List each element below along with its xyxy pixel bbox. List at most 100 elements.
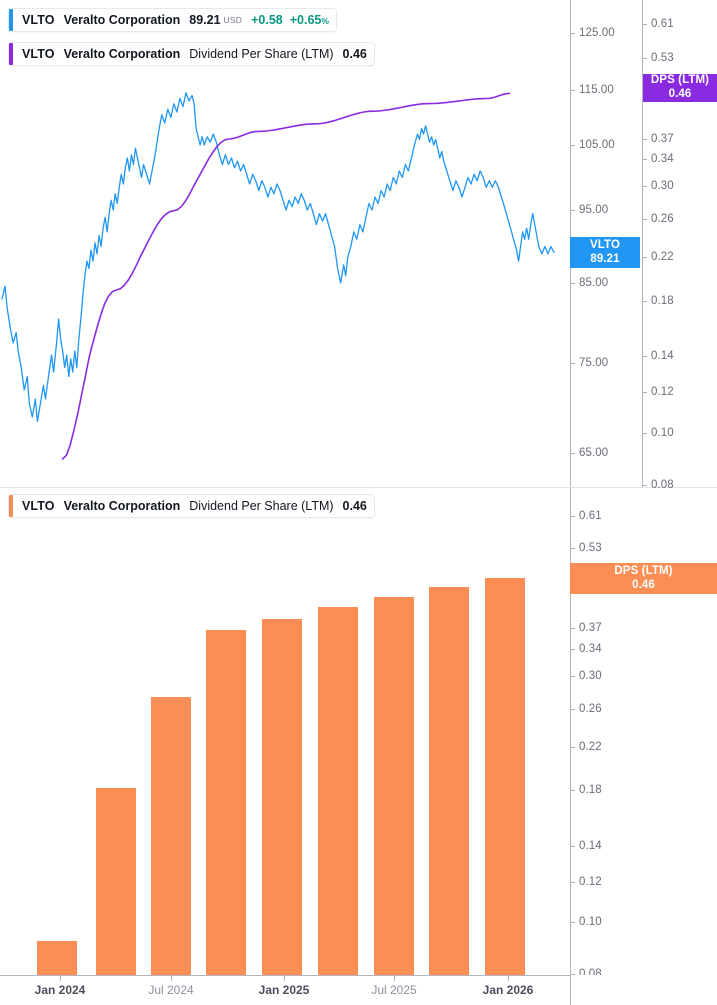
dps-bar[interactable] [96, 788, 136, 975]
axis-tick-label: 85.00 [579, 277, 609, 289]
time-axis-tick [171, 976, 172, 981]
axis-tick-label: 0.61 [651, 18, 674, 30]
price-pane[interactable] [0, 0, 570, 487]
axis-tick [643, 186, 647, 187]
axis-tick-label: 0.22 [651, 251, 674, 263]
axis-tick [643, 139, 647, 140]
axis-tick [571, 363, 575, 364]
axis-tick-label: 115.00 [579, 84, 614, 96]
axis-tick-label: 0.12 [651, 386, 674, 398]
time-axis-tick [60, 976, 61, 981]
axis-tick-label: 0.26 [651, 213, 674, 225]
axis-tick [571, 548, 575, 549]
axis-tick-label: 0.34 [651, 153, 674, 165]
dps-lower-badge-value: 0.46 [632, 578, 655, 591]
time-axis-label: Jan 2026 [482, 983, 534, 997]
axis-tick [571, 649, 575, 650]
axis-tick [571, 516, 575, 517]
time-axis-tick [284, 976, 285, 981]
axis-corner-line [570, 975, 571, 1005]
axis-tick-label: 105.00 [579, 139, 615, 151]
axis-tick [643, 356, 647, 357]
axis-tick-label: 0.26 [579, 703, 602, 715]
legend-price-ticker: VLTO [22, 13, 55, 27]
axis-tick-label: 0.10 [579, 916, 602, 928]
dps-pane[interactable] [0, 488, 570, 975]
axis-tick-label: 0.37 [579, 622, 602, 634]
dps-axis-upper-line [642, 0, 643, 487]
axis-tick-label: 0.61 [579, 510, 602, 522]
axis-tick [571, 846, 575, 847]
axis-tick [571, 33, 575, 34]
time-axis-label: Jul 2025 [371, 983, 417, 997]
axis-tick-label: 0.34 [579, 643, 602, 655]
dps-color-swatch [9, 43, 13, 65]
price-badge-value: 89.21 [590, 252, 620, 265]
dps-series-line [61, 92, 511, 460]
legend-dps-company: Veralto Corporation [63, 47, 181, 61]
dps-bar-color-swatch [9, 495, 13, 517]
axis-tick [643, 159, 647, 160]
legend-dps-metric: Dividend Per Share (LTM) [189, 47, 334, 61]
legend-price[interactable]: VLTO Veralto Corporation 89.21 USD +0.58… [8, 8, 337, 32]
axis-tick-label: 0.30 [651, 180, 674, 192]
axis-tick [571, 790, 575, 791]
dps-upper-value-badge[interactable]: DPS (LTM) 0.46 [643, 74, 717, 102]
axis-tick [571, 676, 575, 677]
axis-tick [643, 24, 647, 25]
axis-tick-label: 75.00 [579, 357, 609, 369]
dps-bar[interactable] [429, 587, 469, 975]
dps-upper-badge-label: DPS (LTM) [650, 74, 710, 87]
time-axis-label: Jan 2025 [258, 983, 310, 997]
axis-tick-label: 0.53 [651, 52, 674, 64]
axis-tick [571, 628, 575, 629]
axis-tick [571, 922, 575, 923]
legend-dps-value: 0.46 [342, 47, 367, 61]
legend-price-last: 89.21 [189, 13, 221, 27]
axis-tick-label: 0.30 [579, 670, 602, 682]
axis-tick [571, 145, 575, 146]
legend-lower-company: Veralto Corporation [63, 499, 181, 513]
time-axis-line [0, 975, 570, 976]
time-axis[interactable]: Jan 2024 Jul 2024 Jan 2025 Jul 2025 Jan 2026 [0, 975, 570, 1005]
time-axis-tick [394, 976, 395, 981]
axis-tick-label: 65.00 [579, 447, 609, 459]
axis-tick [571, 709, 575, 710]
price-chart-svg [1, 92, 555, 460]
dps-lower-value-badge[interactable]: DPS (LTM) 0.46 [570, 563, 717, 594]
dps-bar[interactable] [262, 619, 302, 975]
axis-tick-label: 95.00 [579, 204, 609, 216]
price-series-line [1, 92, 555, 423]
legend-price-change: +0.58 [251, 13, 283, 27]
legend-lower-ticker: VLTO [22, 499, 55, 513]
dps-bar[interactable] [485, 578, 525, 975]
dps-bar[interactable] [374, 597, 414, 975]
axis-tick [571, 974, 575, 975]
dps-bar-chart-svg [37, 578, 525, 975]
axis-tick [571, 210, 575, 211]
dps-bar[interactable] [206, 630, 246, 975]
pane-divider [0, 487, 717, 488]
legend-price-currency: USD [223, 15, 243, 25]
legend-lower-metric: Dividend Per Share (LTM) [189, 499, 334, 513]
price-value-badge[interactable]: VLTO 89.21 [570, 237, 640, 268]
dps-bar[interactable] [151, 697, 191, 975]
axis-tick-label: 0.18 [651, 295, 674, 307]
axis-tick-label: 0.10 [651, 427, 674, 439]
time-axis-tick [508, 976, 509, 981]
dps-axis-lower-line [570, 488, 571, 1005]
axis-tick-label: 0.53 [579, 542, 602, 554]
legend-dps-lower[interactable]: VLTO Veralto Corporation Dividend Per Sh… [8, 494, 375, 518]
price-color-swatch [9, 9, 13, 31]
price-badge-label: VLTO [589, 238, 620, 251]
axis-tick-label: 0.14 [651, 350, 674, 362]
legend-dps-upper[interactable]: VLTO Veralto Corporation Dividend Per Sh… [8, 42, 375, 66]
dps-bar[interactable] [37, 941, 77, 975]
dps-bar[interactable] [318, 607, 358, 975]
axis-tick [643, 392, 647, 393]
axis-tick [571, 882, 575, 883]
axis-tick [643, 58, 647, 59]
legend-lower-value: 0.46 [342, 499, 367, 513]
axis-tick [571, 747, 575, 748]
